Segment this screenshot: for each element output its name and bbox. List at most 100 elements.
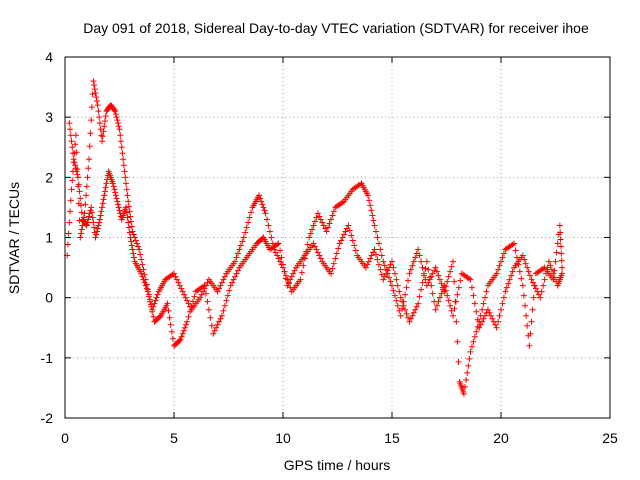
- data-point: [473, 328, 480, 335]
- data-point: [477, 321, 484, 328]
- data-point: [428, 273, 435, 280]
- data-point: [454, 338, 461, 345]
- data-point: [548, 266, 555, 273]
- data-point: [204, 298, 211, 305]
- data-point: [86, 143, 93, 150]
- x-tick-label: 25: [602, 430, 618, 446]
- data-point: [245, 219, 252, 226]
- data-point: [90, 219, 97, 226]
- data-point: [127, 234, 134, 241]
- data-point: [243, 224, 250, 231]
- data-point: [142, 282, 149, 289]
- data-point: [262, 210, 269, 217]
- data-point: [466, 355, 473, 362]
- data-point: [297, 276, 304, 283]
- data-point: [256, 192, 263, 199]
- data-point: [130, 231, 137, 238]
- data-point: [377, 246, 384, 253]
- data-point: [406, 270, 413, 277]
- data-point: [327, 216, 334, 223]
- y-axis-label: SDTVAR / TECUs: [6, 182, 22, 294]
- data-point: [210, 330, 217, 337]
- data-point: [532, 285, 539, 292]
- data-point: [128, 238, 135, 245]
- data-point: [131, 254, 138, 261]
- data-point: [496, 262, 503, 269]
- data-point: [98, 208, 105, 215]
- data-point: [426, 274, 433, 281]
- data-point: [493, 324, 500, 331]
- data-point: [369, 212, 376, 219]
- data-point: [88, 104, 95, 111]
- data-point: [512, 247, 519, 254]
- data-point: [540, 282, 547, 289]
- data-point: [519, 252, 526, 259]
- data-point: [352, 247, 359, 254]
- data-point: [434, 302, 441, 309]
- data-point: [130, 250, 137, 257]
- data-point: [511, 240, 518, 247]
- data-point: [277, 258, 284, 265]
- data-point: [550, 270, 557, 277]
- data-point: [418, 286, 425, 293]
- data-point: [431, 267, 438, 274]
- data-point: [559, 270, 566, 277]
- data-point: [371, 222, 378, 229]
- data-point: [528, 318, 535, 325]
- data-point: [109, 180, 116, 187]
- data-point: [557, 243, 564, 250]
- data-point: [91, 86, 98, 93]
- data-point: [91, 224, 98, 231]
- data-point: [498, 306, 504, 313]
- data-point: [168, 328, 175, 335]
- data-point: [463, 376, 470, 383]
- data-point: [317, 255, 324, 262]
- data-point: [556, 222, 563, 229]
- data-point: [400, 302, 407, 309]
- data-point: [77, 202, 84, 209]
- data-point: [558, 250, 565, 257]
- data-point: [425, 266, 432, 273]
- data-point: [169, 335, 176, 342]
- data-point: [374, 234, 381, 241]
- data-point: [221, 273, 228, 280]
- data-point: [221, 302, 228, 309]
- data-point: [381, 262, 388, 269]
- data-point: [552, 258, 559, 265]
- x-tick-label: 0: [61, 430, 69, 446]
- data-point: [410, 309, 417, 316]
- data-point: [479, 306, 486, 313]
- data-point: [316, 213, 323, 220]
- data-point: [432, 306, 439, 313]
- data-point: [470, 292, 477, 299]
- data-point: [304, 241, 311, 248]
- x-tick-label: 20: [493, 430, 509, 446]
- data-point: [120, 162, 127, 169]
- data-point: [346, 227, 353, 234]
- data-point: [69, 150, 76, 157]
- data-point: [468, 343, 475, 350]
- data-point: [100, 128, 107, 135]
- data-point: [526, 342, 533, 349]
- data-point: [179, 288, 186, 295]
- data-point: [540, 265, 547, 272]
- data-point: [554, 240, 561, 247]
- data-point: [460, 390, 467, 397]
- data-point: [122, 174, 129, 181]
- data-point: [234, 250, 241, 257]
- data-point: [393, 297, 400, 304]
- data-point: [495, 266, 502, 273]
- y-axis-ticks: -2 -1 0 1 2 3 4: [41, 49, 610, 426]
- data-point: [101, 192, 108, 199]
- data-point: [390, 264, 397, 271]
- data-point: [462, 383, 469, 390]
- data-point: [445, 297, 452, 304]
- data-point: [416, 252, 423, 259]
- data-point: [366, 197, 373, 204]
- data-point: [198, 291, 205, 298]
- data-point: [482, 312, 489, 319]
- data-point: [335, 245, 342, 252]
- data-point: [525, 268, 532, 275]
- data-point: [529, 279, 536, 286]
- data-point: [164, 300, 171, 307]
